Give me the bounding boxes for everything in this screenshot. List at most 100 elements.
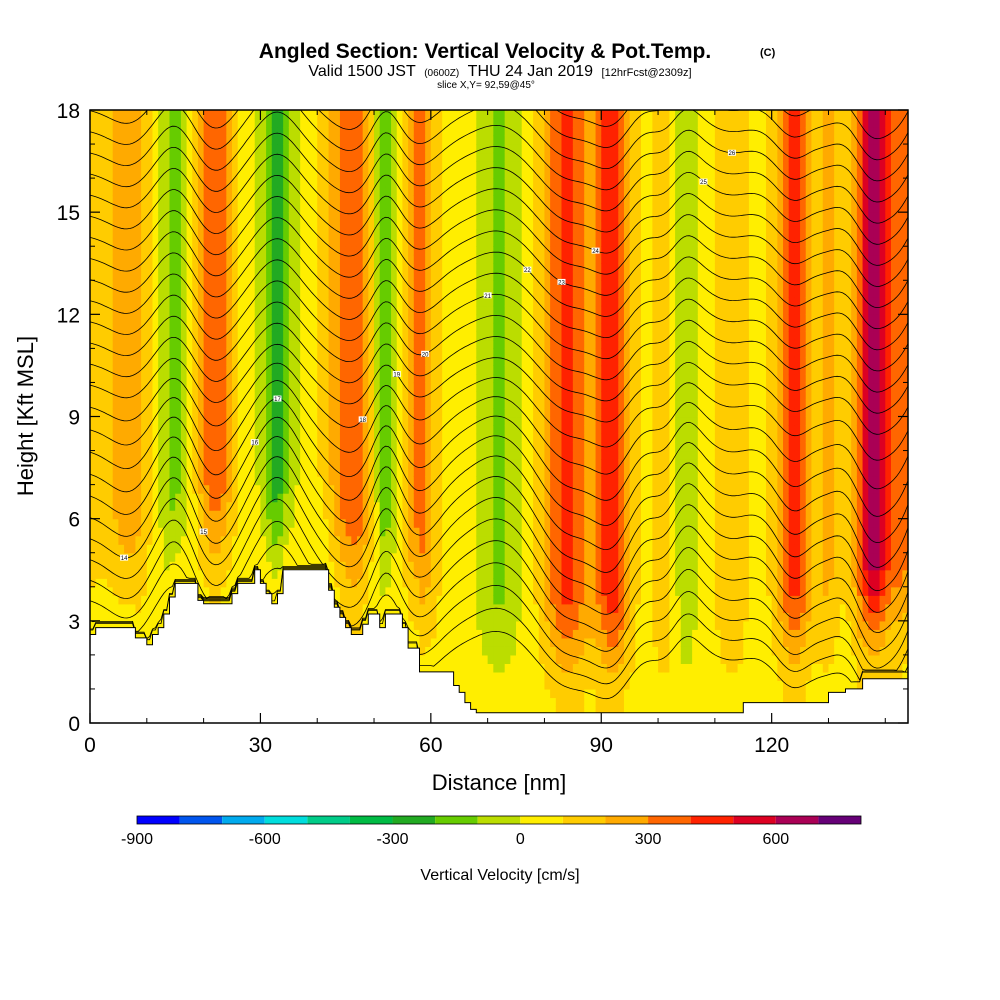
velocity-cell [334, 110, 341, 120]
velocity-cell [266, 569, 273, 579]
velocity-cell [453, 390, 460, 401]
velocity-cell [90, 331, 97, 341]
velocity-cell [158, 212, 165, 222]
velocity-cell [351, 186, 358, 196]
velocity-cell [118, 544, 125, 554]
velocity-cell [197, 339, 205, 349]
velocity-cell [283, 476, 290, 486]
velocity-cell [197, 314, 205, 324]
velocity-cell [232, 305, 239, 315]
velocity-cell [146, 203, 154, 213]
velocity-cell [277, 169, 284, 179]
velocity-cell [271, 416, 279, 426]
velocity-cell [305, 365, 313, 375]
velocity-cell [368, 382, 375, 392]
velocity-cell [107, 288, 114, 298]
velocity-cell [476, 280, 483, 290]
velocity-cell [362, 314, 369, 324]
velocity-cell [328, 493, 335, 503]
velocity-cell [459, 263, 466, 273]
velocity-cell [214, 339, 222, 349]
velocity-cell [385, 467, 392, 477]
velocity-cell [305, 450, 313, 460]
velocity-cell [311, 152, 318, 162]
velocity-cell [220, 399, 227, 409]
velocity-cell [146, 110, 154, 120]
velocity-cell [391, 510, 398, 520]
velocity-cell [254, 135, 262, 145]
velocity-cell [158, 263, 165, 273]
velocity-cell [152, 229, 159, 239]
velocity-cell [180, 288, 188, 298]
velocity-cell [300, 161, 307, 171]
velocity-cell [277, 144, 284, 154]
velocity-cell [124, 442, 131, 452]
velocity-cell [476, 603, 483, 613]
velocity-cell [402, 407, 409, 418]
velocity-cell [351, 425, 358, 435]
velocity-cell [362, 595, 369, 605]
velocity-cell [459, 510, 466, 520]
velocity-cell [141, 595, 148, 605]
velocity-cell [430, 229, 438, 239]
velocity-cell [447, 527, 455, 537]
velocity-cell [317, 527, 324, 537]
velocity-cell [266, 467, 273, 477]
velocity-cell [260, 280, 267, 290]
velocity-cell [226, 288, 233, 298]
velocity-cell [339, 195, 347, 205]
velocity-cell [362, 263, 369, 273]
velocity-cell [362, 152, 369, 162]
velocity-cell [328, 416, 335, 426]
velocity-cell [141, 263, 148, 273]
velocity-cell [90, 433, 97, 443]
velocity-cell [419, 535, 426, 545]
velocity-cell [391, 220, 398, 230]
velocity-cell [396, 263, 404, 273]
velocity-cell [356, 203, 364, 213]
velocity-cell [152, 450, 159, 460]
velocity-cell [464, 595, 472, 605]
velocity-cell [158, 416, 165, 426]
velocity-cell [317, 416, 324, 426]
velocity-cell [118, 195, 125, 205]
velocity-cell [379, 135, 386, 145]
velocity-cell [175, 271, 182, 281]
velocity-cell [334, 501, 341, 511]
velocity-cell [101, 356, 108, 367]
velocity-cell [232, 425, 239, 435]
velocity-cell [146, 254, 154, 264]
velocity-cell [436, 654, 443, 664]
velocity-cell [442, 450, 449, 460]
velocity-cell [118, 620, 125, 630]
velocity-cell [305, 203, 313, 213]
velocity-cell [169, 407, 176, 418]
velocity-cell [288, 407, 296, 418]
velocity-cell [249, 373, 256, 384]
velocity-cell [396, 322, 404, 332]
velocity-cell [90, 467, 97, 477]
velocity-cell [214, 476, 222, 486]
velocity-cell [345, 178, 352, 188]
velocity-cell [277, 305, 284, 315]
velocity-cell [203, 373, 210, 384]
velocity-cell [402, 203, 409, 213]
velocity-cell [311, 203, 318, 213]
velocity-cell [430, 561, 438, 571]
velocity-cell [305, 118, 313, 128]
velocity-cell [101, 561, 108, 571]
velocity-cell [391, 467, 398, 477]
velocity-cell [141, 254, 148, 264]
velocity-cell [459, 169, 466, 179]
velocity-cell [277, 254, 284, 264]
velocity-cell [141, 203, 148, 213]
velocity-cell [425, 416, 432, 426]
velocity-cell [351, 561, 358, 571]
velocity-cell [243, 152, 250, 162]
velocity-cell [141, 271, 148, 281]
velocity-cell [362, 271, 369, 281]
velocity-cell [464, 237, 472, 247]
velocity-cell [413, 544, 421, 554]
velocity-cell [118, 399, 125, 409]
velocity-cell [430, 144, 438, 154]
